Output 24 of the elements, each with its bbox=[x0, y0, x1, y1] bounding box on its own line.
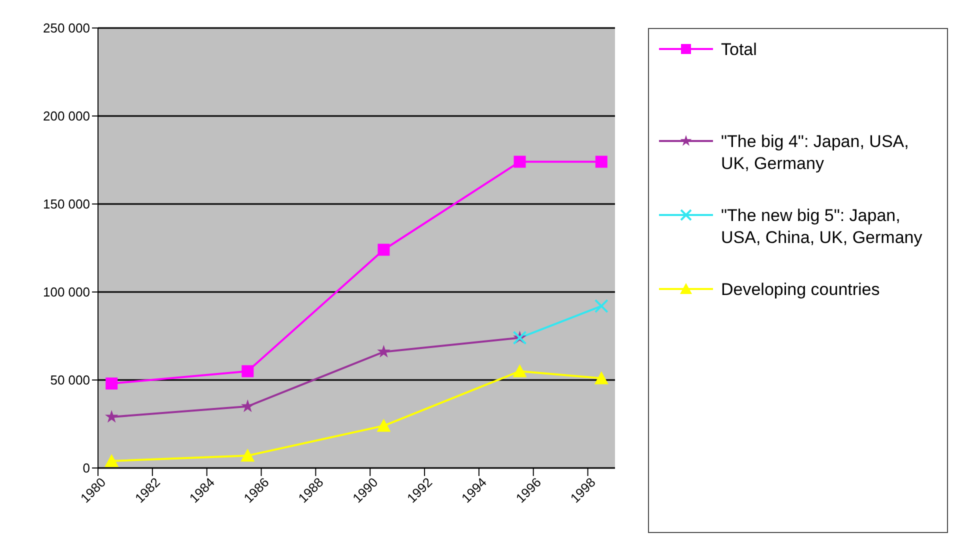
point bbox=[240, 448, 255, 462]
y-tick-label: 200 000 bbox=[43, 108, 90, 124]
legend-label: Total bbox=[721, 39, 757, 61]
point bbox=[104, 410, 118, 423]
point bbox=[242, 365, 254, 378]
point bbox=[241, 399, 254, 412]
legend-label: "The new big 5": Japan, USA, China, UK, Germany bbox=[721, 205, 924, 249]
point bbox=[594, 371, 608, 384]
point bbox=[104, 454, 119, 467]
y-tick-label: 250 000 bbox=[43, 20, 90, 36]
point bbox=[378, 244, 390, 256]
point bbox=[594, 299, 608, 314]
point bbox=[106, 378, 118, 390]
y-tick-label: 0 bbox=[82, 460, 90, 476]
y-tick-label: 150 000 bbox=[43, 196, 90, 212]
y-tick-label: 100 000 bbox=[43, 284, 90, 300]
point bbox=[595, 156, 608, 168]
point bbox=[514, 156, 526, 168]
legend-label: "The big 4": Japan, USA, UK, Germany bbox=[721, 131, 910, 175]
y-tick-label: 50 000 bbox=[50, 372, 90, 388]
point bbox=[512, 364, 527, 378]
point bbox=[376, 418, 391, 432]
point bbox=[377, 344, 390, 358]
legend-label: Developing countries bbox=[721, 279, 880, 301]
